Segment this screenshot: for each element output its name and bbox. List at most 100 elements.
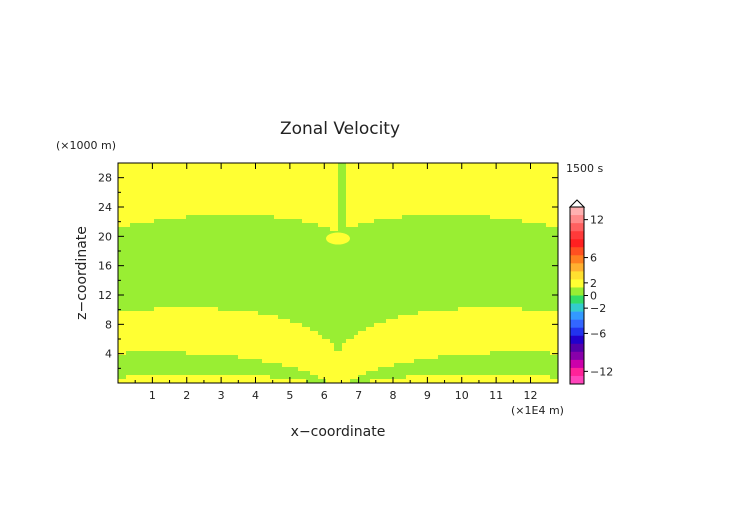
field-cell [174,167,179,172]
field-cell [230,235,235,240]
field-cell [362,379,367,383]
field-cell [122,215,127,220]
field-cell [122,339,127,344]
field-cell [190,223,195,228]
field-cell [306,291,311,296]
field-cell [262,259,267,264]
field-cell [274,323,279,328]
field-cell [410,271,415,276]
field-cell [462,339,467,344]
field-cell [206,215,211,220]
field-cell [414,263,419,268]
field-cell [366,375,371,380]
field-cell [166,167,171,172]
field-cell [318,271,323,276]
field-cell [262,195,267,200]
field-cell [390,347,395,352]
field-cell [362,211,367,216]
field-cell [138,163,143,168]
field-cell [282,327,287,332]
field-cell [146,203,151,208]
field-cell [398,279,403,284]
field-cell [330,267,335,272]
field-cell [206,223,211,228]
field-cell [202,183,207,188]
field-cell [202,347,207,352]
field-cell [238,175,243,180]
field-cell [190,199,195,204]
field-cell [282,363,287,368]
field-cell [170,183,175,188]
field-cell [282,355,287,360]
field-cell [286,339,291,344]
field-cell [174,179,179,184]
field-cell [410,167,415,172]
field-cell [426,371,431,376]
field-cell [246,375,251,380]
field-cell [410,199,415,204]
field-cell [326,351,331,356]
field-cell [402,227,407,232]
field-cell [198,227,203,232]
field-cell [282,179,287,184]
field-cell [346,231,351,236]
field-cell [282,235,287,240]
field-cell [282,359,287,364]
field-cell [274,367,279,372]
field-cell [246,267,251,272]
field-cell [290,275,295,280]
field-cell [474,283,479,288]
field-cell [458,171,463,176]
field-cell [326,231,331,236]
field-cell [438,175,443,180]
field-cell [466,167,471,172]
field-cell [330,219,335,224]
field-cell [198,215,203,220]
field-cell [374,283,379,288]
field-cell [474,295,479,300]
field-cell [142,211,147,216]
field-cell [450,287,455,292]
field-cell [378,315,383,320]
field-cell [262,179,267,184]
field-cell [410,207,415,212]
field-cell [138,339,143,344]
field-cell [330,367,335,372]
field-cell [418,163,423,168]
field-cell [290,171,295,176]
field-cell [446,243,451,248]
field-cell [138,259,143,264]
field-cell [154,251,159,256]
field-cell [386,163,391,168]
field-cell [330,207,335,212]
field-cell [330,331,335,336]
field-cell [438,375,443,380]
field-cell [338,215,343,220]
field-cell [154,311,159,316]
field-cell [118,367,123,372]
field-cell [202,175,207,180]
field-cell [474,379,479,383]
field-cell [298,355,303,360]
field-cell [174,243,179,248]
field-cell [230,355,235,360]
field-cell [282,275,287,280]
field-cell [190,247,195,252]
field-cell [474,227,479,232]
field-cell [386,231,391,236]
field-cell [162,291,167,296]
field-cell [398,243,403,248]
field-cell [390,171,395,176]
field-cell [202,359,207,364]
field-cell [182,287,187,292]
field-cell [454,235,459,240]
field-cell [478,283,483,288]
field-cell [294,291,299,296]
field-cell [406,271,411,276]
field-cell [126,327,131,332]
field-cell [394,199,399,204]
field-cell [470,195,475,200]
field-cell [282,191,287,196]
field-cell [314,199,319,204]
field-cell [314,211,319,216]
